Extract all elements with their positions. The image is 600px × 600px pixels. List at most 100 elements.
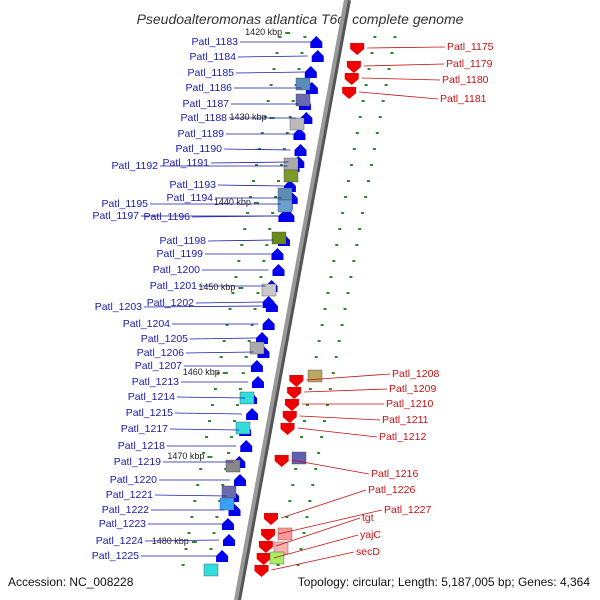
gene-label-right: Patl_1211 <box>382 414 429 426</box>
tick-mark <box>216 372 220 374</box>
scale-tick <box>253 202 259 204</box>
tick-mark <box>196 484 200 486</box>
tick-mark <box>275 52 279 54</box>
tick-mark <box>266 100 270 102</box>
tick-mark <box>372 148 376 150</box>
tick-mark <box>263 116 267 118</box>
gene-arrow-forward <box>250 360 263 372</box>
leader-line-left <box>217 184 284 187</box>
gene-arrow-reverse <box>258 541 273 553</box>
tick-mark <box>282 148 286 150</box>
tick-mark <box>328 388 332 390</box>
gene-arrow-forward <box>272 264 285 276</box>
tick-mark <box>288 500 292 502</box>
leader-line-right <box>271 551 355 571</box>
tick-mark <box>352 148 356 150</box>
gene-label-left: Patl_1220 <box>110 474 157 486</box>
tick-mark <box>311 484 315 486</box>
gene-arrow-reverse <box>280 423 295 435</box>
tick-mark <box>212 532 216 534</box>
gene-label-left: Patl_1197 <box>92 210 139 222</box>
tick-mark <box>294 468 298 470</box>
leader-line-left <box>143 305 262 308</box>
tick-mark <box>369 164 373 166</box>
tick-mark <box>355 132 359 134</box>
gene-label-left: Patl_1218 <box>118 440 165 452</box>
tick-mark <box>300 436 304 438</box>
gene-label-left: Patl_1195 <box>101 198 148 210</box>
tick-mark <box>202 452 206 454</box>
tick-mark <box>308 388 312 390</box>
tick-mark <box>300 52 304 54</box>
gene-label-left: Patl_1224 <box>96 535 143 547</box>
tick-mark <box>375 132 379 134</box>
homolog-block <box>271 231 287 245</box>
tick-mark <box>222 340 226 342</box>
gene-label-left: Patl_1214 <box>128 391 175 403</box>
tick-mark <box>288 116 292 118</box>
gene-arrow-reverse <box>344 73 359 85</box>
gene-arrow-forward <box>256 332 269 344</box>
tick-mark <box>235 404 239 406</box>
tick-mark <box>247 340 251 342</box>
leader-line-left <box>169 428 240 431</box>
tick-mark <box>279 164 283 166</box>
tick-mark <box>246 212 250 214</box>
tick-mark <box>256 292 260 294</box>
gene-label-left: Patl_1217 <box>121 423 168 435</box>
tick-mark <box>231 292 235 294</box>
gene-arrow-reverse <box>287 387 302 399</box>
tick-mark <box>317 340 321 342</box>
gene-label-right: Patl_1212 <box>379 431 426 443</box>
gene-arrow-forward <box>223 534 235 546</box>
tick-mark <box>393 36 397 38</box>
leader-line-left <box>185 351 254 354</box>
leader-line-left <box>154 494 228 497</box>
tick-mark <box>329 276 333 278</box>
homolog-block <box>277 199 293 213</box>
tick-mark <box>364 196 368 198</box>
tick-mark <box>378 116 382 118</box>
tick-mark <box>276 564 280 566</box>
gene-arrow-reverse <box>264 513 279 525</box>
leader-line-right <box>278 509 383 535</box>
leader-line-left <box>176 396 246 399</box>
tick-mark <box>208 420 211 422</box>
tick-mark <box>384 84 388 86</box>
leader-line-left <box>189 337 257 340</box>
tick-mark <box>210 404 214 406</box>
tick-mark <box>271 212 275 214</box>
gene-arrow-forward <box>278 210 291 222</box>
gene-arrow-forward <box>304 66 317 78</box>
tick-mark <box>233 420 236 422</box>
leader-line-right <box>361 77 441 81</box>
tick-mark <box>373 36 377 38</box>
tick-mark <box>209 548 213 550</box>
tick-mark <box>317 452 321 454</box>
gene-label-left: Patl_1194 <box>166 192 213 204</box>
tick-mark <box>257 148 261 150</box>
gene-arrow-forward <box>271 248 284 260</box>
gene-label-left: Patl_1189 <box>177 128 224 140</box>
homolog-block <box>295 93 311 107</box>
gene-label-left: Patl_1221 <box>106 489 153 501</box>
tick-mark <box>224 468 228 470</box>
tick-mark <box>340 324 344 326</box>
tick-mark <box>268 228 272 230</box>
tick-mark <box>344 196 348 198</box>
tick-mark <box>349 276 353 278</box>
gene-label-left: Patl_1213 <box>132 376 179 388</box>
accession-text: Accession: NC_008228 <box>8 575 134 589</box>
gene-arrow-forward <box>262 296 275 308</box>
leader-line-left <box>235 71 305 74</box>
tick-mark <box>332 260 336 262</box>
gene-label-left: Patl_1223 <box>99 518 146 530</box>
tick-mark <box>285 132 289 134</box>
tick-mark <box>237 260 241 262</box>
tick-mark <box>249 196 253 198</box>
tick-mark <box>225 324 229 326</box>
tick-mark <box>241 372 245 374</box>
gene-label-left: Patl_1203 <box>95 301 142 313</box>
tick-mark <box>299 548 303 550</box>
gene-arrow-reverse <box>346 61 361 73</box>
